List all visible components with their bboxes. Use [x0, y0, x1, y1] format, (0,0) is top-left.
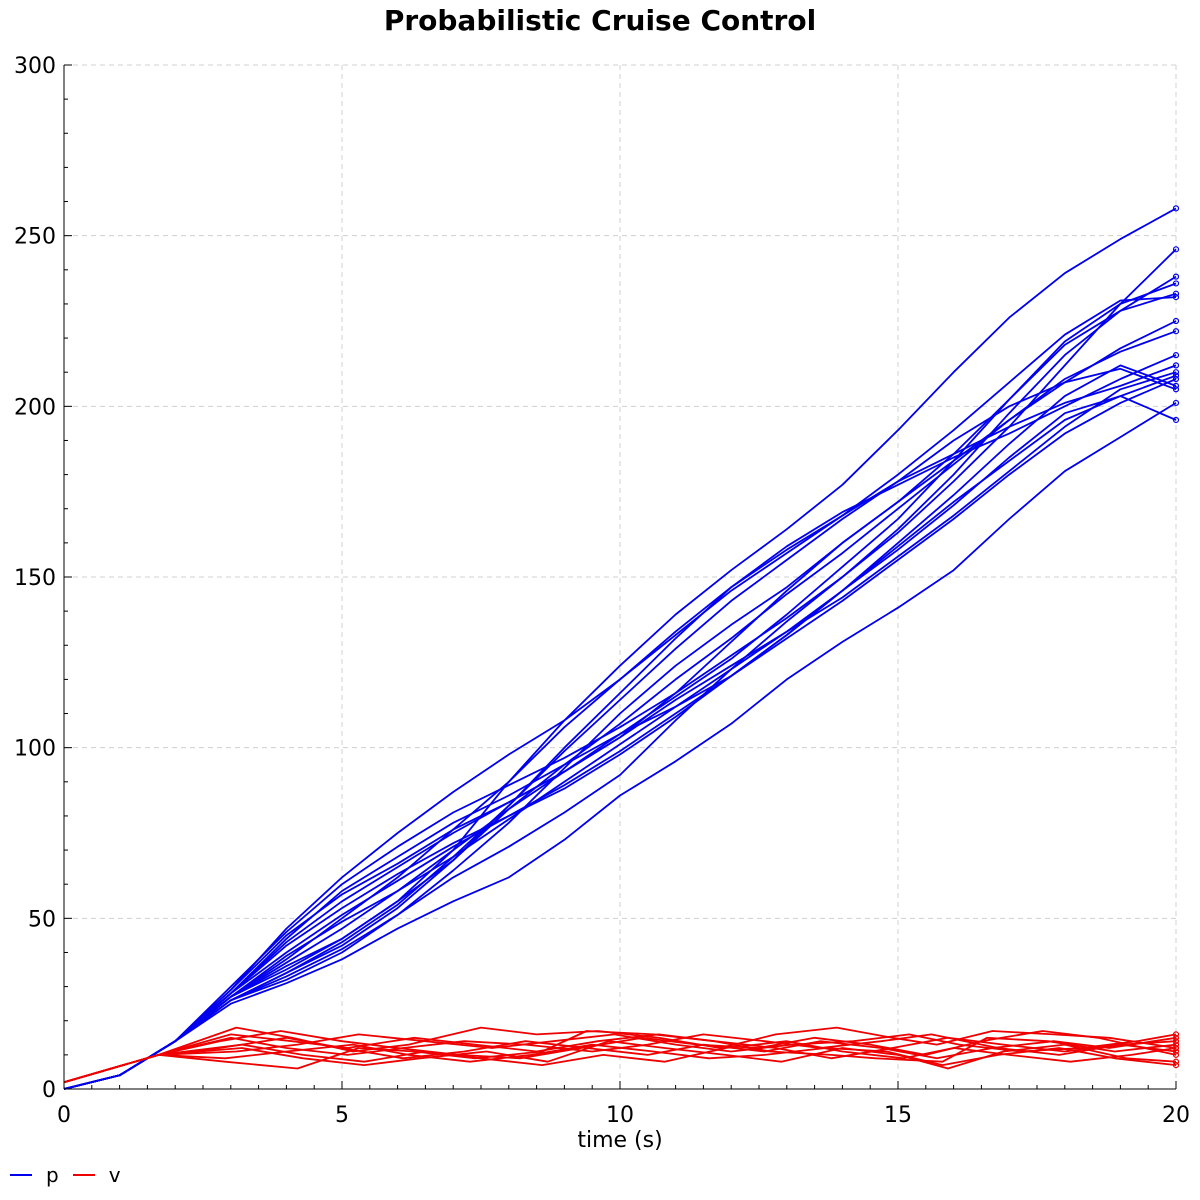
legend-swatch-v [72, 1174, 95, 1176]
legend-swatch-p [10, 1174, 32, 1176]
series-p-run-11 [63, 330, 1177, 1090]
series-p-run-14 [63, 367, 1177, 1090]
legend-label-p: p [46, 1163, 59, 1187]
series-p-end-marker [1172, 246, 1180, 253]
legend-item-v: v [72, 1163, 121, 1187]
series-p-end-marker [1172, 399, 1180, 407]
series-v-run-9 [63, 1036, 1177, 1084]
series-v-run-0 [63, 1026, 1177, 1084]
series-p-end-marker [1172, 280, 1180, 287]
x-tick-label: 15 [884, 1103, 912, 1128]
series-v-end-marker [1172, 1038, 1180, 1045]
series-p-end-marker [1172, 416, 1180, 424]
series-v-end-marker [1172, 1048, 1180, 1055]
series-v-end-marker [1172, 1051, 1180, 1058]
y-tick-label: 300 [14, 54, 56, 79]
series-p-end-marker [1172, 382, 1180, 389]
series-p-end-marker [1172, 294, 1180, 301]
series-v-run-8 [63, 1040, 1177, 1084]
series-p-run-15 [63, 364, 1177, 1090]
series-p-end-marker [1172, 386, 1180, 393]
grid [64, 64, 1177, 1089]
series-p-run-4 [63, 402, 1177, 1090]
series-p-end-marker [1172, 328, 1180, 335]
series-p-end-marker [1172, 290, 1180, 297]
series-p-end-marker [1172, 362, 1180, 369]
series-p-run-7 [63, 282, 1177, 1090]
series-p-end-marker [1172, 369, 1180, 376]
series-v-run-7 [63, 1033, 1177, 1084]
series-v-end-marker [1172, 1062, 1180, 1069]
x-tick-label: 5 [335, 1103, 349, 1128]
x-tick-label: 10 [606, 1103, 634, 1128]
series-v-end-marker [1172, 1044, 1180, 1052]
chart-title: Probabilistic Cruise Control [383, 4, 817, 37]
series-v-end-marker [1172, 1058, 1180, 1065]
x-tick-label: 20 [1162, 1103, 1190, 1128]
series-p-end-marker [1172, 352, 1180, 359]
y-tick-label: 100 [14, 737, 56, 762]
series-p-end-marker [1172, 205, 1180, 212]
series-v-end-marker [1172, 1034, 1180, 1041]
y-tick-label: 0 [42, 1078, 56, 1103]
x-tick-label: 0 [57, 1103, 71, 1128]
y-tick-label: 250 [14, 225, 56, 250]
series-p-run-16 [63, 395, 1177, 1090]
legend: p v [10, 1163, 135, 1187]
x-axis-label: time (s) [577, 1128, 662, 1153]
y-tick-label: 200 [14, 395, 56, 420]
legend-item-p: p [10, 1163, 59, 1187]
series-v-end-marker [1172, 1031, 1180, 1038]
series-v-run-3 [63, 1040, 1177, 1084]
series-v-end-marker [1172, 1041, 1180, 1048]
series-p-run-1 [63, 207, 1177, 1090]
series-p-run-13 [63, 296, 1177, 1090]
legend-label-v: v [108, 1163, 121, 1187]
series-p-end-marker [1172, 273, 1180, 280]
series-p-end-marker [1172, 317, 1180, 325]
y-tick-label: 150 [14, 566, 56, 591]
series-layer [63, 205, 1180, 1090]
y-tick-label: 50 [28, 907, 56, 932]
